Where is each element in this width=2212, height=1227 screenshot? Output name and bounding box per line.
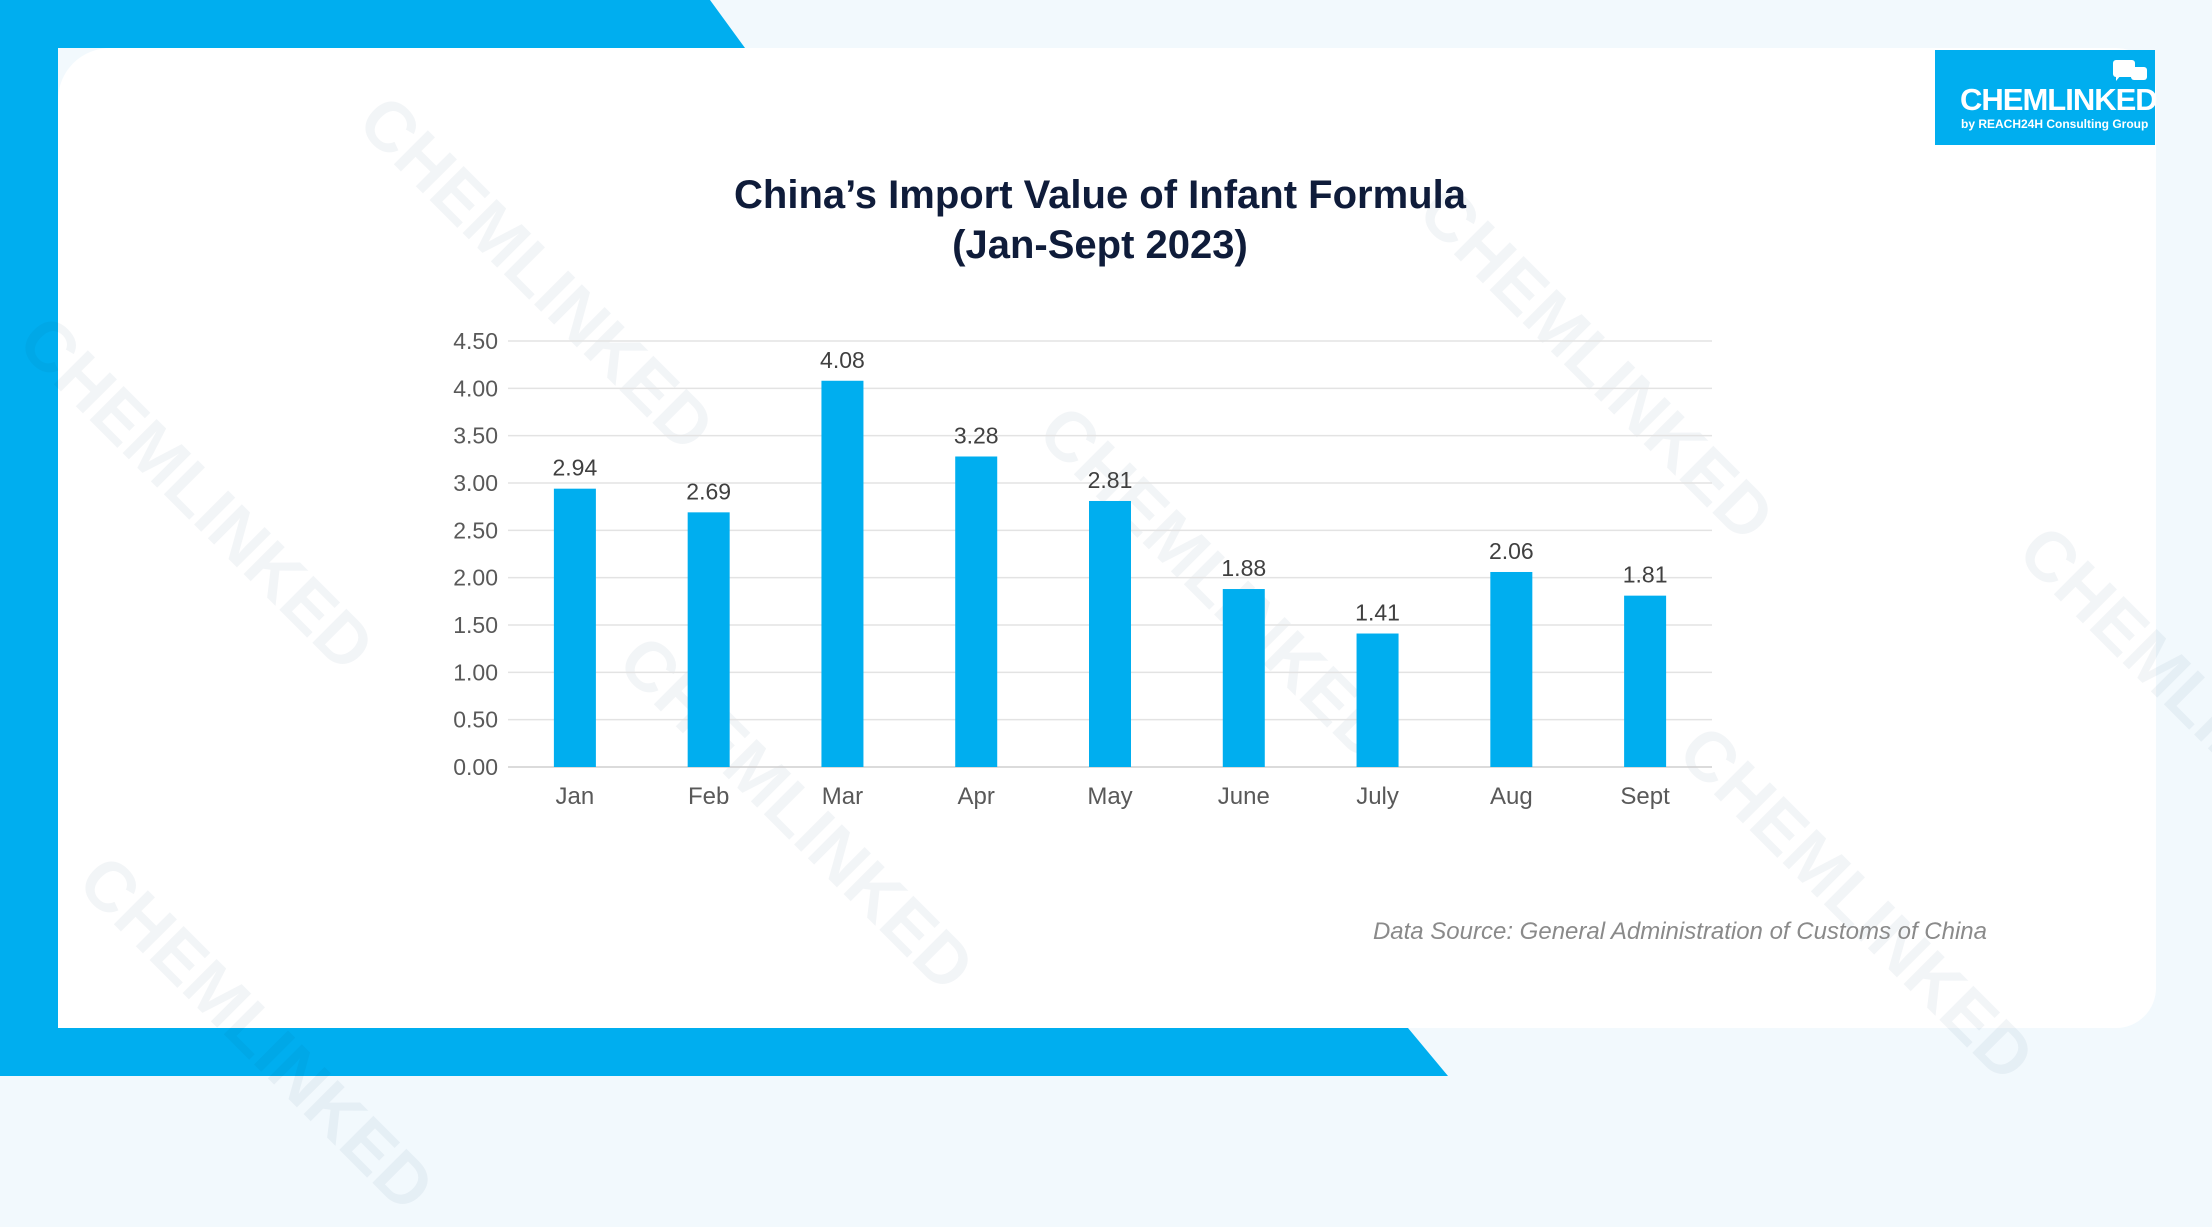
y-tick-label: 0.00 bbox=[453, 754, 498, 780]
bar bbox=[1490, 571, 1533, 767]
background-bottom-band bbox=[0, 1028, 1448, 1076]
x-tick-label: Sept bbox=[1620, 783, 1670, 810]
bar bbox=[1356, 633, 1399, 767]
y-tick-label: 1.50 bbox=[453, 612, 498, 638]
y-tick-label: 0.50 bbox=[453, 707, 498, 733]
y-tick-label: 2.00 bbox=[453, 565, 498, 591]
bar bbox=[1089, 500, 1131, 767]
y-tick-label: 1.00 bbox=[453, 659, 498, 685]
y-tick-label: 4.00 bbox=[453, 375, 498, 401]
x-tick-label: Jan bbox=[556, 783, 595, 810]
chemlinked-logo: CHEMLINKED by REACH24H Consulting Group bbox=[1935, 50, 2158, 145]
data-label: 2.69 bbox=[686, 478, 731, 504]
chat-bubble-icon bbox=[2131, 67, 2147, 80]
bar bbox=[1624, 595, 1667, 767]
bar-chart: 0.00 0.50 1.00 1.50 2.00 2.50 3.00 3.50 4.00 4.50… bbox=[453, 328, 1712, 810]
x-tick-label: Aug bbox=[1490, 783, 1533, 810]
logo-name: CHEMLINKED bbox=[1960, 82, 2158, 117]
logo-tagline: by REACH24H Consulting Group bbox=[1961, 117, 2149, 131]
background-top-band bbox=[0, 0, 745, 48]
y-tick-label: 3.50 bbox=[453, 423, 498, 449]
x-tick-label: Mar bbox=[822, 783, 863, 810]
chart-title: China’s Import Value of Infant Formula bbox=[734, 173, 1466, 217]
bar bbox=[1222, 589, 1265, 767]
data-source-note: Data Source: General Administration of C… bbox=[1372, 918, 1987, 945]
bar bbox=[821, 380, 864, 767]
y-tick-label: 3.00 bbox=[453, 470, 498, 496]
bar bbox=[687, 512, 730, 767]
data-label: 2.81 bbox=[1088, 467, 1133, 493]
data-label: 4.08 bbox=[820, 347, 865, 373]
x-tick-label: July bbox=[1356, 783, 1399, 810]
x-tick-label: Feb bbox=[688, 783, 729, 810]
bar bbox=[955, 456, 998, 767]
y-tick-label: 2.50 bbox=[453, 517, 498, 543]
x-tick-label: June bbox=[1218, 783, 1270, 810]
chart-subtitle: (Jan-Sept 2023) bbox=[952, 223, 1248, 267]
x-tick-label: Apr bbox=[958, 783, 995, 810]
data-label: 1.81 bbox=[1623, 562, 1668, 588]
data-label: 3.28 bbox=[954, 422, 999, 448]
bar bbox=[553, 488, 596, 767]
background-left-band bbox=[0, 0, 58, 1076]
data-label: 2.94 bbox=[553, 455, 598, 481]
y-tick-label: 4.50 bbox=[453, 328, 498, 354]
chat-bubble-icon bbox=[2113, 60, 2135, 81]
data-label: 1.88 bbox=[1221, 555, 1266, 581]
data-label: 2.06 bbox=[1489, 538, 1534, 564]
x-tick-label: May bbox=[1087, 783, 1132, 810]
data-label: 1.41 bbox=[1355, 600, 1400, 626]
